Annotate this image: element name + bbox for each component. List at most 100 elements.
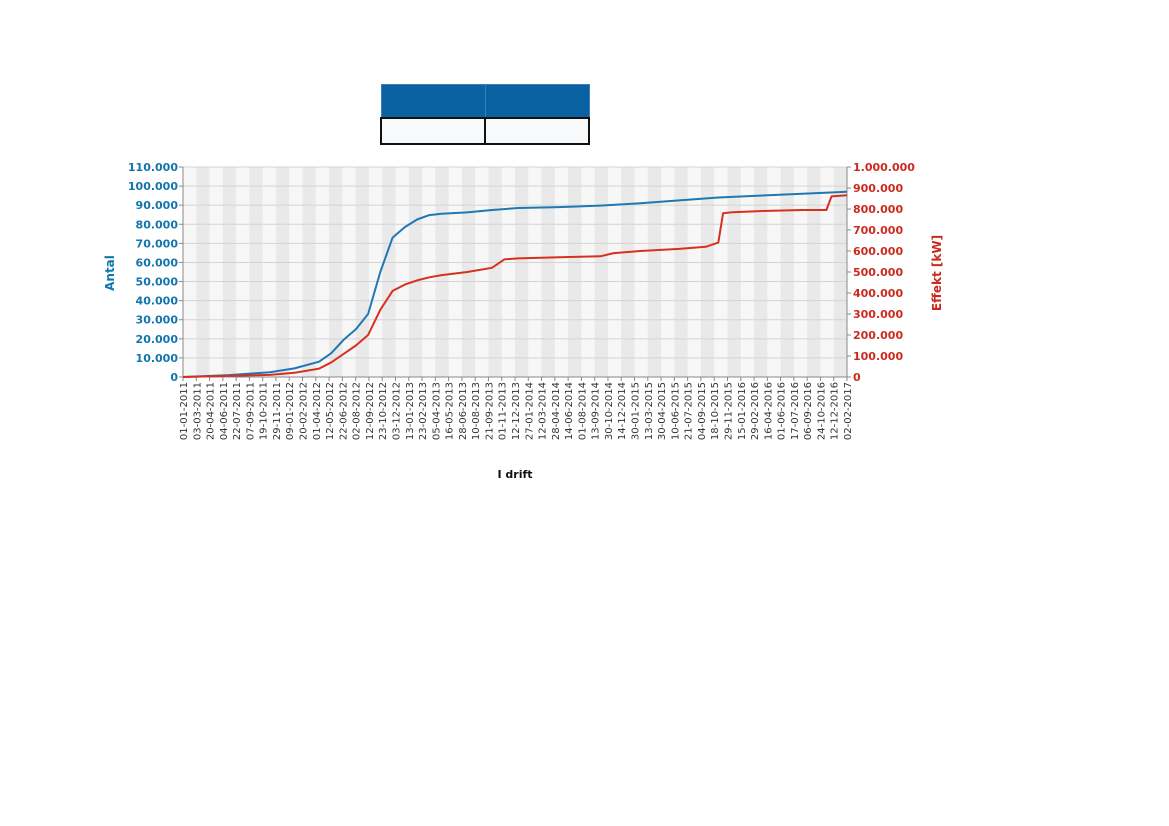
- left-tick-label: 30.000: [136, 314, 179, 327]
- x-tick-label: 12-12-2016: [830, 382, 841, 440]
- plot-stripe: [727, 167, 741, 377]
- x-tick-label: 01-01-2011: [179, 382, 190, 440]
- right-axis-label: Effekt [kW]: [930, 235, 944, 311]
- x-tick-label: 20-02-2012: [299, 382, 310, 440]
- x-tick-label: 13-03-2015: [644, 382, 655, 440]
- x-tick-label: 01-08-2014: [577, 382, 588, 440]
- x-tick-label: 29-02-2016: [750, 382, 761, 440]
- x-tick-label: 21-07-2015: [684, 382, 695, 440]
- plot-stripe: [302, 167, 316, 377]
- plot-stripe: [647, 167, 662, 377]
- legend-body-cell-2: [484, 117, 590, 145]
- x-tick-label: 10-06-2015: [670, 382, 681, 440]
- right-tick-label: 600.000: [853, 245, 903, 258]
- x-tick-label: 01-06-2016: [777, 382, 788, 440]
- x-tick-label: 24-10-2016: [816, 382, 827, 440]
- plot-stripe: [488, 167, 502, 377]
- plot-stripe: [700, 167, 715, 377]
- left-tick-label: 100.000: [128, 180, 178, 193]
- x-tick-label: 12-05-2012: [325, 382, 336, 440]
- right-tick-label: 300.000: [853, 308, 903, 321]
- plot-stripe: [275, 167, 290, 377]
- right-tick-label: 0: [853, 371, 861, 384]
- plot-stripe: [780, 167, 794, 377]
- x-tick-label: 22-07-2011: [232, 382, 243, 440]
- x-tick-label: 21-09-2013: [484, 382, 495, 440]
- x-tick-label: 13-01-2013: [405, 382, 416, 440]
- antal-series-line: [182, 190, 848, 378]
- x-tick-label: 13-09-2014: [591, 382, 602, 440]
- x-tick-label: 29-11-2015: [723, 382, 734, 440]
- x-tick-label: 19-10-2011: [259, 382, 270, 440]
- right-tick-label: 100.000: [853, 350, 903, 363]
- plot-stripe: [408, 167, 423, 377]
- x-tick-label: 30-10-2014: [604, 382, 615, 440]
- plot-stripe: [329, 167, 343, 377]
- plot-stripe: [833, 167, 847, 377]
- legend-body-cell-1: [380, 117, 486, 145]
- x-tick-label: 03-12-2012: [391, 382, 402, 440]
- x-tick-label: 09-01-2012: [285, 382, 296, 440]
- right-tick-label: 400.000: [853, 287, 903, 300]
- plot-stripe: [515, 167, 529, 377]
- x-tick-label: 23-10-2012: [378, 382, 389, 440]
- x-tick-label: 17-07-2016: [790, 382, 801, 440]
- x-tick-label: 01-04-2012: [312, 382, 323, 440]
- plot-stripe: [435, 167, 449, 377]
- x-tick-label: 12-03-2014: [538, 382, 549, 440]
- left-axis-ticks: 0 10.000 20.000 30.000 40.000 50.000 60.000 70.…: [128, 161, 183, 384]
- x-tick-label: 10-08-2013: [471, 382, 482, 440]
- x-axis-label: I drift: [497, 468, 532, 481]
- plot-background: [183, 167, 847, 377]
- x-tick-label: 20-04-2011: [206, 382, 217, 440]
- x-tick-label: 14-12-2014: [617, 382, 628, 440]
- left-tick-label: 50.000: [136, 276, 179, 289]
- left-tick-label: 70.000: [136, 237, 179, 250]
- left-axis-label: Antal: [103, 255, 117, 291]
- effekt-series-line: [182, 194, 848, 378]
- x-tick-label: 12-12-2013: [511, 382, 522, 440]
- x-tick-label: 16-05-2013: [445, 382, 456, 440]
- plot-stripe: [196, 167, 210, 377]
- right-tick-label: 800.000: [853, 203, 903, 216]
- x-tick-label: 23-02-2013: [418, 382, 429, 440]
- x-tick-label: 05-04-2013: [431, 382, 442, 440]
- plot-stripe: [674, 167, 688, 377]
- x-tick-label: 28-04-2014: [551, 382, 562, 440]
- right-tick-label: 200.000: [853, 329, 903, 342]
- x-tick-label: 02-08-2012: [352, 382, 363, 440]
- x-tick-label: 07-09-2011: [245, 382, 256, 440]
- right-tick-label: 700.000: [853, 224, 903, 237]
- right-tick-label: 1.000.000: [853, 161, 915, 174]
- left-tick-label: 80.000: [136, 218, 179, 231]
- right-axis-ticks: 0 100.000 200.000 300.000 400.000 500.000 600.…: [847, 161, 915, 384]
- x-tick-label: 29-11-2011: [272, 382, 283, 440]
- left-tick-label: 20.000: [136, 333, 179, 346]
- x-tick-label: 03-03-2011: [192, 382, 203, 440]
- x-tick-label: 30-04-2015: [657, 382, 668, 440]
- legend-body-row: [380, 117, 590, 145]
- series-lines: [182, 190, 848, 378]
- left-tick-label: 110.000: [128, 161, 178, 174]
- x-tick-label: 22-06-2012: [338, 382, 349, 440]
- plot-stripe: [754, 167, 768, 377]
- legend-table: [380, 84, 590, 145]
- left-tick-label: 60.000: [136, 256, 179, 269]
- x-tick-label: 02-02-2017: [843, 382, 854, 440]
- x-tick-label: 04-06-2011: [219, 382, 230, 440]
- right-tick-label: 500.000: [853, 266, 903, 279]
- x-tick-label: 15-01-2016: [737, 382, 748, 440]
- plot-stripe: [249, 167, 263, 377]
- legend-header-cell-1: [380, 84, 486, 119]
- x-tick-label: 27-01-2014: [524, 382, 535, 440]
- x-tick-label: 18-10-2015: [710, 382, 721, 440]
- plot-stripe: [621, 167, 635, 377]
- plot-stripe: [594, 167, 608, 377]
- left-tick-label: 90.000: [136, 199, 179, 212]
- left-tick-label: 40.000: [136, 295, 179, 308]
- x-tick-label: 28-06-2013: [458, 382, 469, 440]
- x-tick-label: 14-06-2014: [564, 382, 575, 440]
- x-tick-label: 16-04-2016: [763, 382, 774, 440]
- x-tick-label: 06-09-2016: [803, 382, 814, 440]
